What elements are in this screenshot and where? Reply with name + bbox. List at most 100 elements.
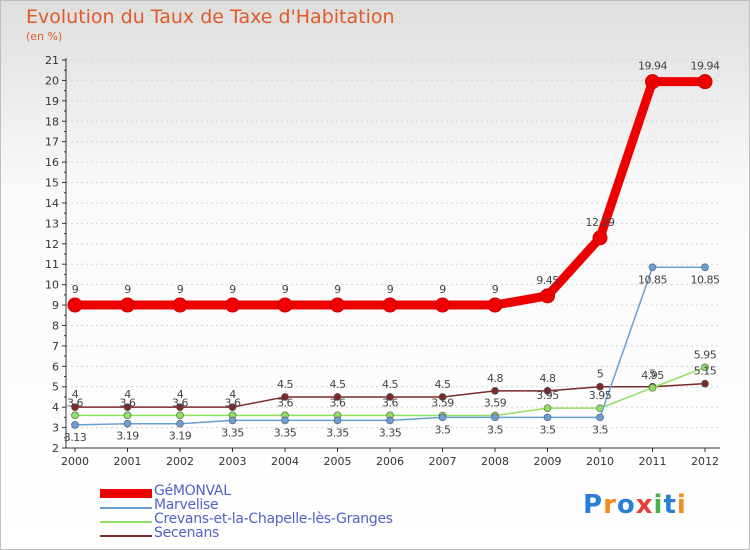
data-label: 4	[229, 388, 236, 401]
proxiti-logo: Proxiti	[583, 490, 687, 520]
data-point	[491, 413, 499, 422]
data-point	[645, 74, 660, 90]
data-label: 9	[334, 283, 341, 296]
data-label: 3.6	[172, 396, 188, 409]
x-tick-label: 2004	[271, 455, 299, 468]
data-point	[67, 297, 83, 313]
x-tick-label: 2009	[534, 455, 562, 468]
data-point	[71, 411, 79, 420]
data-point	[228, 416, 237, 425]
data-point	[701, 363, 709, 372]
data-label: 4.5	[435, 378, 451, 391]
y-tick-label: 4	[52, 401, 59, 414]
data-point	[333, 416, 342, 425]
y-tick-label: 9	[52, 299, 59, 312]
logo-letter: x	[635, 490, 654, 520]
x-tick-label: 2008	[481, 455, 509, 468]
y-tick-label: 12	[45, 238, 59, 251]
data-point	[543, 413, 552, 422]
chart-subtitle: (en %)	[26, 30, 63, 43]
y-tick-label: 10	[45, 279, 59, 292]
legend-item: Crevans-et-la-Chapelle-lès-Granges	[100, 511, 520, 528]
data-label: 3.6	[382, 396, 398, 409]
data-point	[277, 297, 293, 313]
x-tick-label: 2003	[219, 455, 247, 468]
data-label: 4.95	[641, 369, 664, 382]
data-label: 3.35	[326, 426, 349, 439]
data-label: 3.6	[225, 396, 241, 409]
data-point	[123, 419, 132, 428]
data-label: 10.85	[691, 273, 720, 286]
y-tick-label: 5	[52, 381, 59, 394]
data-point	[281, 393, 289, 401]
legend-swatch	[100, 489, 152, 498]
x-tick-label: 2011	[639, 455, 667, 468]
data-point	[592, 230, 608, 246]
data-point	[435, 297, 450, 313]
data-point	[120, 297, 135, 313]
data-point	[648, 263, 657, 272]
data-label: 5	[597, 368, 604, 381]
data-label: 3.59	[484, 397, 507, 410]
data-label: 3.6	[120, 396, 136, 409]
legend-item: Marvelise	[100, 497, 520, 514]
data-label: 9	[229, 283, 236, 296]
data-point	[330, 297, 345, 313]
data-label: 5.95	[694, 348, 717, 361]
logo-letter: i	[676, 490, 687, 520]
y-tick-label: 6	[52, 360, 59, 373]
data-point	[648, 383, 657, 392]
data-label: 4.8	[540, 372, 556, 385]
data-point	[123, 411, 132, 420]
x-tick-label: 2005	[324, 455, 352, 468]
data-label: 5.15	[694, 365, 717, 378]
data-point	[596, 413, 604, 422]
data-point	[386, 393, 394, 401]
y-tick-label: 3	[52, 422, 59, 435]
legend-item: Secenans	[100, 525, 520, 542]
data-point	[491, 387, 499, 395]
data-label: 3.5	[487, 423, 503, 436]
data-point	[382, 297, 398, 313]
data-label: 9	[387, 283, 394, 296]
legend-item: GéMONVAL	[100, 483, 520, 500]
legend-label: Secenans	[154, 525, 220, 541]
data-point	[176, 403, 184, 411]
data-point	[543, 387, 552, 395]
chart-title: Evolution du Taux de Taxe d'Habitation	[26, 6, 395, 28]
data-label: 3.95	[589, 389, 612, 402]
data-point	[697, 74, 713, 90]
data-label: 9	[439, 283, 446, 296]
data-point	[386, 416, 394, 425]
data-point	[333, 393, 342, 401]
data-label: 12.29	[586, 216, 615, 229]
logo-letter: i	[653, 490, 664, 520]
legend-label: Crevans-et-la-Chapelle-lès-Granges	[154, 511, 393, 527]
data-label: 19.94	[638, 60, 667, 73]
data-label: 19.94	[691, 60, 720, 73]
x-tick-label: 2012	[691, 455, 719, 468]
x-tick-label: 2001	[114, 455, 142, 468]
x-tick-label: 2010	[586, 455, 614, 468]
data-label: 3.5	[592, 423, 608, 436]
legend-swatch	[100, 507, 152, 509]
data-point	[438, 393, 447, 401]
legend-label: Marvelise	[154, 497, 219, 513]
y-tick-label: 11	[45, 258, 59, 271]
logo-letter: r	[603, 490, 617, 520]
data-label: 3.6	[67, 396, 83, 409]
data-label: 4.5	[277, 378, 293, 391]
data-label: 4	[124, 388, 131, 401]
data-label: 3.35	[274, 426, 297, 439]
data-label: 3.35	[379, 426, 402, 439]
data-label: 3.6	[277, 396, 293, 409]
logo-letter: t	[663, 490, 677, 520]
y-tick-label: 13	[45, 217, 59, 230]
data-label: 4.8	[487, 372, 503, 385]
data-point	[228, 403, 237, 411]
y-tick-label: 19	[45, 95, 59, 108]
data-label: 3.13	[64, 431, 87, 444]
y-tick-label: 20	[45, 74, 59, 87]
